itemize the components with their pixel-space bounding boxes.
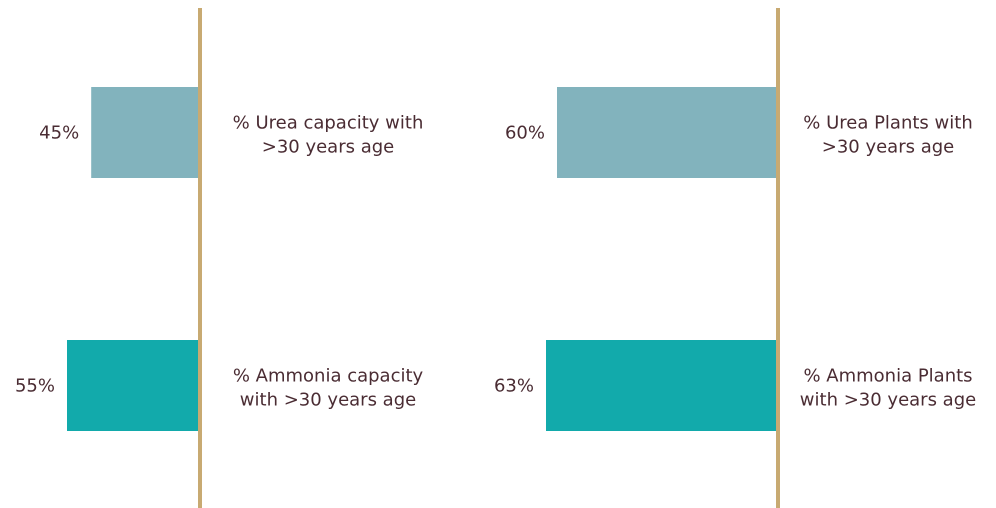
chart-panel-2: 60% % Urea Plants with >30 years age 63% % A… — [494, 8, 976, 508]
category-label-line: % Ammonia Plants — [803, 366, 972, 387]
category-label: % Urea capacity with >30 years age — [233, 113, 424, 158]
bar-2-2 — [546, 340, 778, 431]
category-label: % Urea Plants with >30 years age — [803, 113, 972, 158]
category-label-line: % Urea capacity with — [233, 113, 424, 134]
value-label: 55% — [15, 376, 55, 397]
category-label: % Ammonia capacity with >30 years age — [233, 366, 424, 411]
value-label: 63% — [494, 376, 534, 397]
category-label-line: % Urea Plants with — [803, 113, 972, 134]
category-label-line: >30 years age — [262, 137, 395, 158]
value-label: 60% — [505, 123, 545, 144]
chart-panel-1: 45% % Urea capacity with >30 years age 55%%… — [15, 8, 424, 508]
bar-1-2 — [67, 340, 200, 431]
category-label-line: >30 years age — [822, 137, 955, 158]
category-label: % Ammonia Plants with >30 years age — [800, 366, 976, 411]
category-label-line: % Ammonia capacity — [233, 366, 424, 387]
category-label-line: with >30 years age — [800, 390, 976, 411]
bar-2-1 — [557, 87, 778, 178]
category-label-line: with >30 years age — [240, 390, 416, 411]
value-label: 45% — [39, 123, 79, 144]
bar-1-1 — [91, 87, 200, 178]
